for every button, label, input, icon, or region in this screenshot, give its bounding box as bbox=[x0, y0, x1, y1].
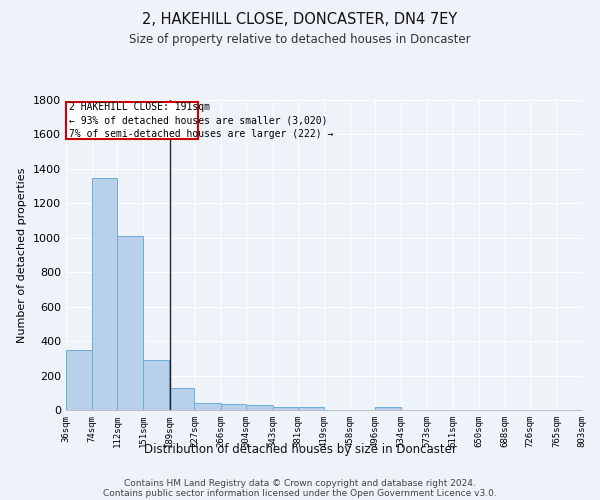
Bar bbox=[221, 404, 246, 410]
Bar bbox=[66, 102, 198, 138]
Text: 2, HAKEHILL CLOSE, DONCASTER, DN4 7EY: 2, HAKEHILL CLOSE, DONCASTER, DN4 7EY bbox=[142, 12, 458, 28]
Bar bbox=[194, 403, 221, 410]
Bar bbox=[143, 360, 169, 410]
Text: Distribution of detached houses by size in Doncaster: Distribution of detached houses by size … bbox=[143, 442, 457, 456]
Bar bbox=[169, 388, 194, 410]
Bar bbox=[376, 406, 401, 410]
Text: 7% of semi-detached houses are larger (222) →: 7% of semi-detached houses are larger (2… bbox=[68, 129, 333, 139]
Text: Size of property relative to detached houses in Doncaster: Size of property relative to detached ho… bbox=[129, 32, 471, 46]
Text: 2 HAKEHILL CLOSE: 191sqm: 2 HAKEHILL CLOSE: 191sqm bbox=[68, 102, 209, 112]
Bar bbox=[117, 236, 143, 410]
Bar bbox=[298, 408, 323, 410]
Bar bbox=[92, 178, 117, 410]
Y-axis label: Number of detached properties: Number of detached properties bbox=[17, 168, 28, 342]
Bar bbox=[66, 350, 92, 410]
Text: ← 93% of detached houses are smaller (3,020): ← 93% of detached houses are smaller (3,… bbox=[68, 115, 327, 125]
Bar bbox=[246, 405, 272, 410]
Text: Contains HM Land Registry data © Crown copyright and database right 2024.: Contains HM Land Registry data © Crown c… bbox=[124, 478, 476, 488]
Bar bbox=[272, 406, 298, 410]
Text: Contains public sector information licensed under the Open Government Licence v3: Contains public sector information licen… bbox=[103, 488, 497, 498]
